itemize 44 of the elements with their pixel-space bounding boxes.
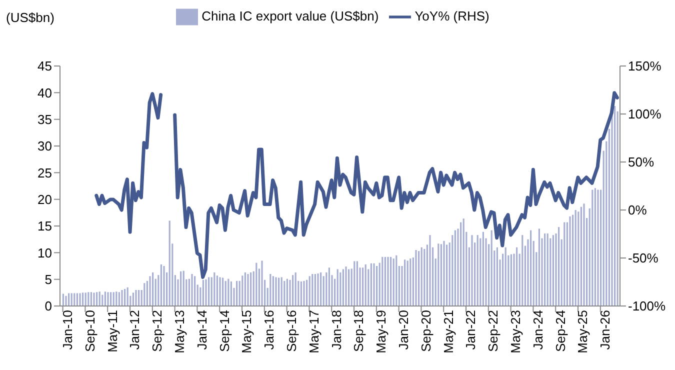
x-tick-label: May-21 — [440, 310, 456, 354]
x-tick-label: Jan-18 — [328, 310, 344, 350]
legend-label: China IC export value (US$bn) — [202, 8, 379, 24]
y2-tick-label: 50% — [628, 154, 654, 170]
y-tick-label: 25 — [38, 165, 52, 180]
x-tick-label: Sep-22 — [486, 310, 501, 352]
y-axis-title: (US$bn) — [6, 10, 54, 25]
y-tick-label: 15 — [38, 218, 52, 234]
x-tick-label: Sep-16 — [284, 310, 300, 352]
x-tick-label: Jan-24 — [530, 310, 546, 350]
x-tick-label: Sep-18 — [351, 310, 366, 352]
y-tick-label: 20 — [38, 192, 52, 207]
y-tick-label: 30 — [38, 138, 52, 154]
y-tick-label: 10 — [38, 245, 52, 260]
x-tick-label: Sep-10 — [82, 310, 98, 352]
x-tick-label: Jan-22 — [463, 310, 478, 350]
legend-label: YoY% (RHS) — [414, 8, 490, 24]
y-tick-label: 0 — [44, 298, 52, 314]
x-tick-label: Sep-20 — [418, 310, 434, 352]
x-tick-label: May-11 — [104, 310, 120, 352]
x-tick-label: Jan-12 — [127, 310, 142, 350]
x-tick-label: Jan-20 — [396, 310, 412, 350]
x-tick-label: May-15 — [239, 310, 254, 354]
y-tick-label: 40 — [38, 85, 52, 100]
y2-tick-label: 0% — [628, 202, 648, 218]
y-tick-label: 5 — [44, 272, 52, 287]
x-tick-label: Jan-26 — [598, 310, 613, 350]
y2-tick-label: 150% — [628, 58, 662, 74]
x-tick-label: May-13 — [172, 310, 188, 354]
x-tick-label: Jan-16 — [262, 310, 277, 350]
y2-tick-label: 100% — [628, 106, 662, 122]
y-tick-label: 45 — [38, 58, 52, 74]
x-tick-label: Sep-12 — [150, 310, 165, 352]
x-tick-label: Jan-10 — [60, 310, 76, 350]
y-tick-label: 35 — [38, 112, 52, 127]
x-tick-label: Jan-14 — [194, 310, 210, 350]
x-tick-label: May-19 — [374, 310, 389, 354]
x-tick-label: May-17 — [306, 310, 322, 354]
x-tick-label: Sep-24 — [552, 310, 568, 352]
x-tick-label: May-23 — [508, 310, 524, 354]
x-tick-label: Sep-14 — [216, 310, 232, 352]
y2-tick-label: -100% — [628, 298, 666, 314]
y2-tick-label: -50% — [628, 250, 659, 266]
x-tick-label: May-25 — [575, 310, 590, 354]
